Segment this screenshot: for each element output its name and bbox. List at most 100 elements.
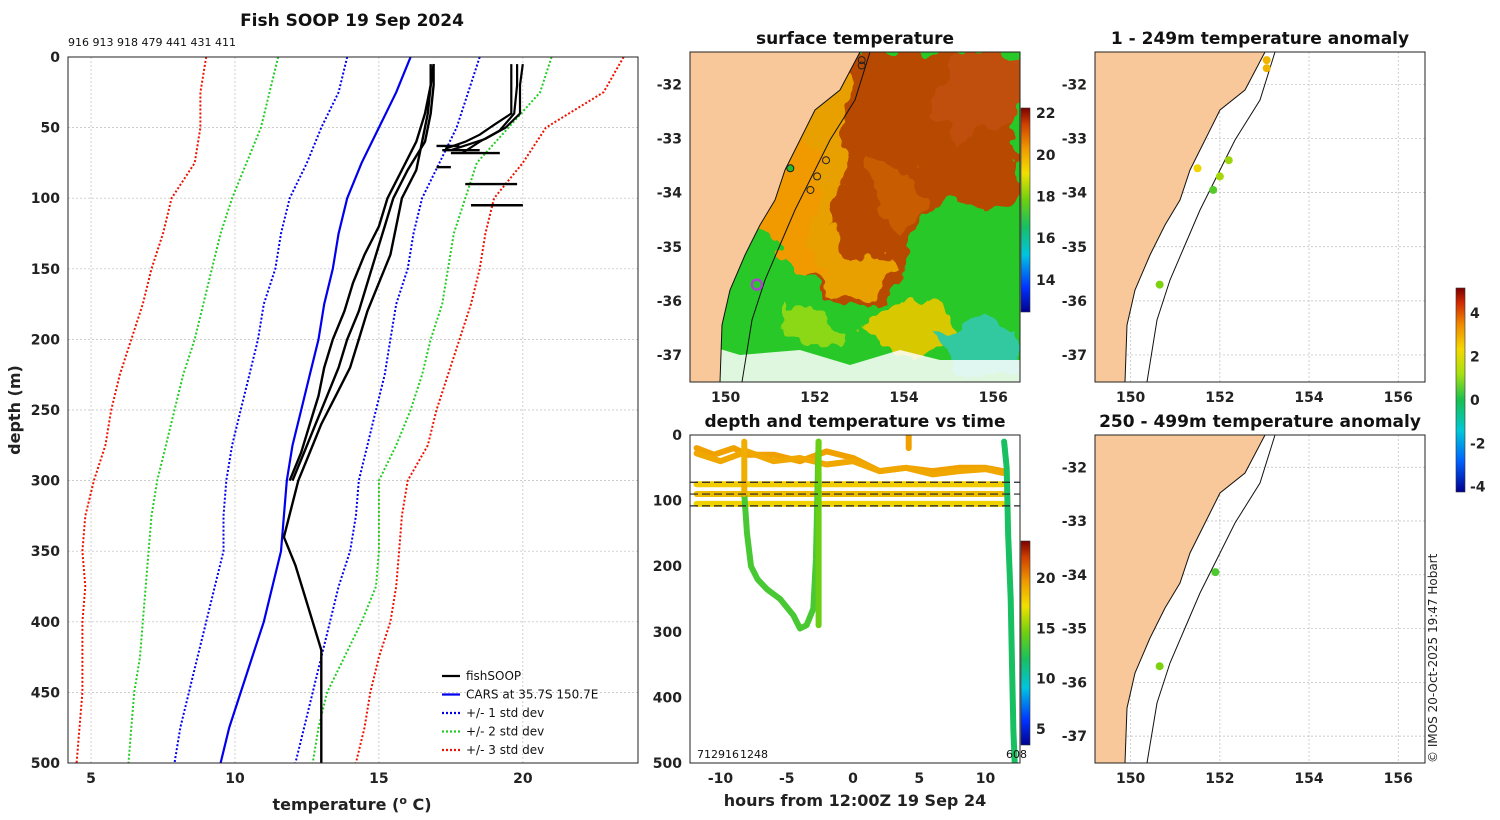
map-ytick-label: -35: [1062, 240, 1087, 256]
map-ytick-label: -37: [657, 348, 682, 364]
map-xtick-label: 156: [1384, 771, 1413, 787]
ts-track: [693, 445, 1006, 475]
ts-bottom-note: 916: [718, 748, 739, 761]
ts-bottom-note: 1248: [740, 748, 768, 761]
ts-title: depth and temperature vs time: [705, 412, 1006, 432]
ts-ytick-label: 300: [653, 625, 682, 641]
anom1-point: [1193, 164, 1202, 173]
anom1-point: [1155, 280, 1164, 289]
ts-xtick-label: 0: [848, 771, 858, 787]
map-ytick-label: -33: [1062, 514, 1087, 530]
ts-bottom-note: 608: [1006, 748, 1027, 761]
map-xtick-label: 154: [1294, 390, 1323, 406]
ts-track: [1001, 438, 1018, 763]
map-ytick-label: -34: [657, 186, 683, 202]
map-xtick-label: 152: [1205, 771, 1234, 787]
anomaly-map-deep: 250 - 499m temperature anomaly 150 152 154…: [1062, 287, 1486, 787]
anomaly-colorbar-label: -4: [1470, 480, 1486, 496]
sst-ticks: 150 152 154 156 -32 -33 -34 -35 -36 -37: [657, 77, 1008, 406]
profile-ytick-label: 150: [31, 262, 60, 278]
anom2-point: [1211, 568, 1220, 577]
map-ytick-label: -36: [657, 294, 682, 310]
sd1-plus-line: [294, 57, 481, 763]
ts-ytick-label: 0: [672, 428, 682, 444]
sst-station-marker: [806, 185, 815, 194]
profile-ytick-label: 100: [31, 191, 60, 207]
sst-isobath: [741, 52, 871, 382]
map-ytick-label: -33: [1062, 132, 1087, 148]
anomaly-colorbar-label: 4: [1470, 306, 1480, 322]
sd2-minus-line: [127, 57, 280, 763]
anom1-frame: [1094, 51, 1426, 383]
profile-ytick-label: 400: [31, 615, 60, 631]
sst-station-marker: [857, 56, 866, 65]
ts-ytick-label: 100: [653, 494, 682, 510]
fishsoop-upper-profile: [444, 64, 513, 150]
legend-label: CARS at 35.7S 150.7E: [466, 688, 598, 702]
profile-ytick-label: 300: [31, 474, 60, 490]
profile-ytick-label: 250: [31, 403, 60, 419]
ts-xlabel: hours from 12:00Z 19 Sep 24: [724, 791, 986, 810]
fishsoop-upper-profile: [461, 64, 519, 154]
anom1-point: [1215, 172, 1224, 181]
profile-xtick-label: 10: [225, 771, 245, 787]
profile-ytick-label: 0: [50, 50, 60, 66]
map-ytick-label: -32: [1062, 77, 1087, 93]
map-ytick-label: -36: [1062, 294, 1087, 310]
map-xtick-label: 152: [800, 390, 829, 406]
ts-colorbar-ticks: 5 10 15 20: [1036, 571, 1056, 738]
anomaly-colorbar-ticks: -4 -2 0 2 4: [1470, 306, 1486, 496]
anom1-point: [1209, 185, 1218, 194]
anom2-land: [1095, 435, 1265, 763]
ts-colorbar-label: 5: [1036, 722, 1046, 738]
anom1-point: [1224, 156, 1233, 165]
sst-colorbar-label: 16: [1036, 231, 1055, 247]
map-ytick-label: -37: [1062, 348, 1087, 364]
sst-station-marker: [750, 278, 764, 291]
anomaly-map-shallow: 1 - 249m temperature anomaly 150 152 154 15…: [1062, 29, 1426, 406]
map-ytick-label: -35: [657, 240, 682, 256]
profile-top-note: 916 913 918 479 441 431 411: [68, 36, 236, 49]
map-ytick-label: -33: [657, 132, 682, 148]
ts-series: [690, 435, 1020, 763]
sst-colorbar-label: 22: [1036, 106, 1055, 122]
anom2-frame: [1094, 434, 1426, 764]
ts-ytick-label: 500: [653, 756, 682, 772]
sd3-plus-line: [354, 57, 625, 763]
legend-label: +/- 3 std dev: [466, 743, 544, 757]
anom2-title: 250 - 499m temperature anomaly: [1099, 412, 1421, 432]
sst-colorbar-label: 20: [1036, 148, 1056, 164]
anom1-points: [1155, 56, 1271, 289]
profile-frame: [67, 56, 639, 764]
ts-ytick-label: 400: [653, 690, 682, 706]
timeseries-chart: depth and temperature vs time -10 -5 0 5 100…: [653, 412, 1056, 810]
legend-label: +/- 2 std dev: [466, 725, 544, 739]
fishsoop-profile: [282, 64, 432, 763]
legend-label: fishSOOP: [466, 669, 521, 683]
ts-colorbar-label: 20: [1036, 571, 1056, 587]
sst-field: [690, 52, 1020, 382]
ts-ytick-label: 200: [653, 559, 682, 575]
anomaly-colorbar-label: 2: [1470, 349, 1480, 365]
profile-ytick-label: 200: [31, 332, 60, 348]
anom2-points: [1155, 568, 1220, 671]
profile-xtick-label: 20: [513, 771, 533, 787]
map-xtick-label: 150: [1116, 771, 1145, 787]
map-xtick-label: 152: [1205, 390, 1234, 406]
ts-bottom-note: 712: [697, 748, 718, 761]
ts-xtick-label: 10: [976, 771, 996, 787]
ts-track: [741, 438, 822, 632]
map-xtick-label: 150: [711, 390, 740, 406]
sst-land: [690, 52, 860, 382]
ts-colorbar: [1020, 540, 1031, 746]
profile-ytick-label: 350: [31, 544, 60, 560]
profile-xtick-label: 5: [86, 771, 96, 787]
legend-label: +/- 1 std dev: [466, 706, 544, 720]
map-xtick-label: 154: [889, 390, 918, 406]
anom1-land: [1095, 52, 1265, 382]
map-ytick-label: -34: [1062, 186, 1088, 202]
ts-xtick-label: -10: [708, 771, 734, 787]
